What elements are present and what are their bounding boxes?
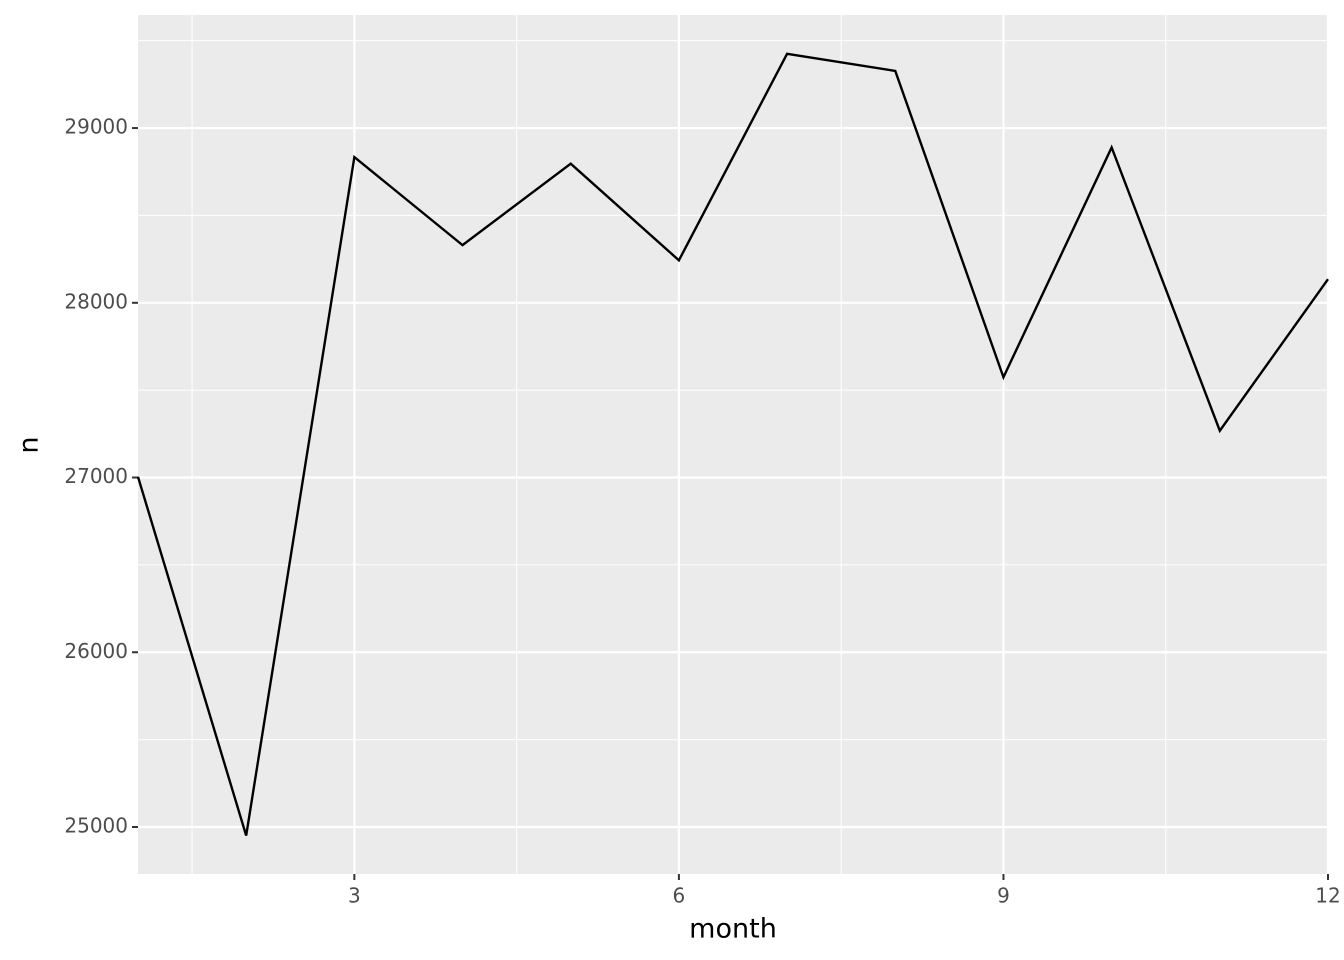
x-tick-label: 6: [673, 884, 686, 908]
y-tick-label: 27000: [64, 464, 128, 488]
x-tick-label: 9: [997, 884, 1010, 908]
y-tick-label: 26000: [64, 639, 128, 663]
x-tick-label: 3: [348, 884, 361, 908]
y-tick-label: 28000: [64, 289, 128, 313]
panel-background: [138, 15, 1328, 874]
x-axis-title: month: [689, 914, 777, 945]
x-tick-label: 12: [1315, 884, 1340, 908]
y-tick-label: 29000: [64, 115, 128, 139]
y-tick-label: 25000: [64, 813, 128, 837]
line: [136, 52, 1329, 836]
y-axis-title: n: [14, 436, 45, 453]
